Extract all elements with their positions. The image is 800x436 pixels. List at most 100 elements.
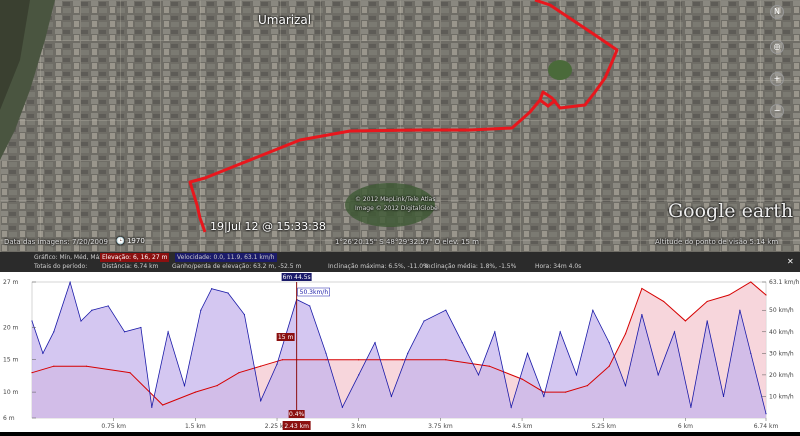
elevation-point <box>445 359 447 361</box>
speed-point <box>69 281 71 283</box>
stats-bar: Gráfico: Mín, Méd, Máx: Elevação: 6, 16,… <box>0 252 800 272</box>
cursor-dist-box <box>282 421 311 430</box>
speed-point <box>673 331 676 333</box>
elevation-point <box>53 365 55 367</box>
speed-point <box>276 363 278 365</box>
speed-point <box>407 352 409 354</box>
speed-point <box>243 313 245 316</box>
history-year-value: 1970 <box>126 237 145 245</box>
elevation-point <box>543 391 545 393</box>
right-tick-label: 20 km/h <box>769 372 794 379</box>
speed-point <box>227 292 229 294</box>
x-tick-label: 5.25 km <box>591 423 616 430</box>
elevation-point <box>663 300 665 303</box>
map-view[interactable]: Umarizal N ◎ + − 19|Jul 12 @ 15:33:38 © … <box>0 0 800 252</box>
speed-point <box>608 341 610 344</box>
right-tick-label: 50 km/h <box>769 307 794 314</box>
imagery-date-label: Data das imagens: 7/20/2009 <box>4 238 108 246</box>
cursor-speed-label: 50.3km/h <box>300 289 329 296</box>
elevation-point <box>238 372 240 374</box>
x-tick-label: 6 km <box>678 423 693 430</box>
left-tick-label: 6 m <box>3 415 15 422</box>
left-tick-label: 15 m <box>3 357 19 364</box>
elevation-gain-stat: Ganho/perda de elevação: 63.2 m, -52.5 m <box>172 263 302 270</box>
speed-stat-toggle[interactable]: Velocidade: 0.0, 11.9, 63.1 km/h <box>175 253 277 262</box>
x-tick-label: 3.75 km <box>428 423 453 430</box>
speed-point <box>151 406 153 408</box>
zoom-in-icon[interactable]: + <box>770 72 784 86</box>
elevation-point <box>358 359 360 361</box>
speed-point <box>31 320 33 322</box>
elevation-point <box>281 359 284 361</box>
elevation-point <box>565 391 567 393</box>
x-tick-label: 6.74 km <box>754 423 779 430</box>
close-icon[interactable]: ✕ <box>787 257 794 266</box>
x-tick-label: 3 km <box>351 423 366 430</box>
speed-point <box>706 320 708 322</box>
profile-graph[interactable]: 27 m 20 m 15 m 10 m 6 m 63.1 km/h 50 km/h 40 km… <box>0 272 800 432</box>
speed-point <box>123 331 126 333</box>
elevation-point <box>706 300 708 303</box>
elevation-point <box>684 320 687 322</box>
speed-point <box>765 413 767 415</box>
speed-point <box>42 352 44 354</box>
speed-point <box>91 309 93 311</box>
elevation-point <box>586 385 589 387</box>
time-stat: Hora: 34m 4.0s <box>535 263 582 270</box>
elevation-point <box>260 365 262 367</box>
x-tick-label: 4.5 km <box>512 423 533 430</box>
cursor-speed-box <box>297 287 330 297</box>
speed-point <box>445 309 447 311</box>
elevation-point <box>162 404 164 406</box>
place-label: Umarizal <box>258 13 312 27</box>
elevation-point <box>521 378 523 380</box>
right-tick-label: 63.1 km/h <box>769 279 800 286</box>
max-slope-stat: Inclinação máxima: 6.5%, -11.0% <box>328 263 429 270</box>
elevation-point <box>608 365 610 367</box>
elevation-point <box>624 333 627 335</box>
elevation-stat-toggle[interactable]: Elevação: 6, 16, 27 m <box>100 253 170 262</box>
cursor-dist-label: 2.43 km <box>284 423 309 430</box>
elevation-point <box>641 287 643 290</box>
left-tick-label: 20 m <box>3 324 19 331</box>
elevation-point <box>728 294 730 296</box>
left-tick-label: 10 m <box>3 389 19 396</box>
speed-point <box>657 374 659 376</box>
compass-icon[interactable]: N <box>770 5 784 19</box>
zoom-out-icon[interactable]: − <box>770 104 784 118</box>
elevation-point <box>31 372 33 374</box>
right-tick-label: 40 km/h <box>769 329 794 336</box>
avg-slope-stat: Inclinação média: 1.8%, -1.5% <box>425 263 517 270</box>
speed-point <box>211 288 213 290</box>
speed-point <box>690 406 692 408</box>
speed-point <box>739 309 741 311</box>
speed-point <box>325 352 327 354</box>
speed-point <box>461 341 463 344</box>
speed-point <box>510 406 512 408</box>
cursor-elev-box <box>276 333 295 341</box>
speed-point <box>107 305 109 307</box>
speed-point <box>722 395 725 398</box>
gps-track-line <box>188 0 619 233</box>
speed-area <box>32 282 766 418</box>
elevation-point <box>194 391 196 393</box>
copyright-imagery-label: Image © 2012 DigitalGlobe <box>355 205 438 212</box>
right-tick-label: 30 km/h <box>769 350 794 357</box>
elevation-point <box>325 359 327 361</box>
speed-point <box>641 313 643 316</box>
x-tick-label: 2.25 km <box>265 423 290 430</box>
cursor-elev-label: 15 m <box>278 334 294 341</box>
stats-totals-label: Totais do período: <box>34 263 88 270</box>
history-year-label[interactable]: 🕒 1970 <box>116 237 145 245</box>
look-joystick-icon[interactable]: ◎ <box>770 40 784 54</box>
cursor-slope-box <box>288 410 305 418</box>
speed-point <box>624 385 627 387</box>
speed-point <box>390 395 392 398</box>
speed-point <box>183 385 186 387</box>
speed-point <box>477 374 480 376</box>
speed-point <box>309 305 311 307</box>
speed-point <box>200 309 202 311</box>
cursor-time-box <box>281 273 312 281</box>
satellite-imagery <box>0 0 800 252</box>
speed-point <box>423 320 425 322</box>
